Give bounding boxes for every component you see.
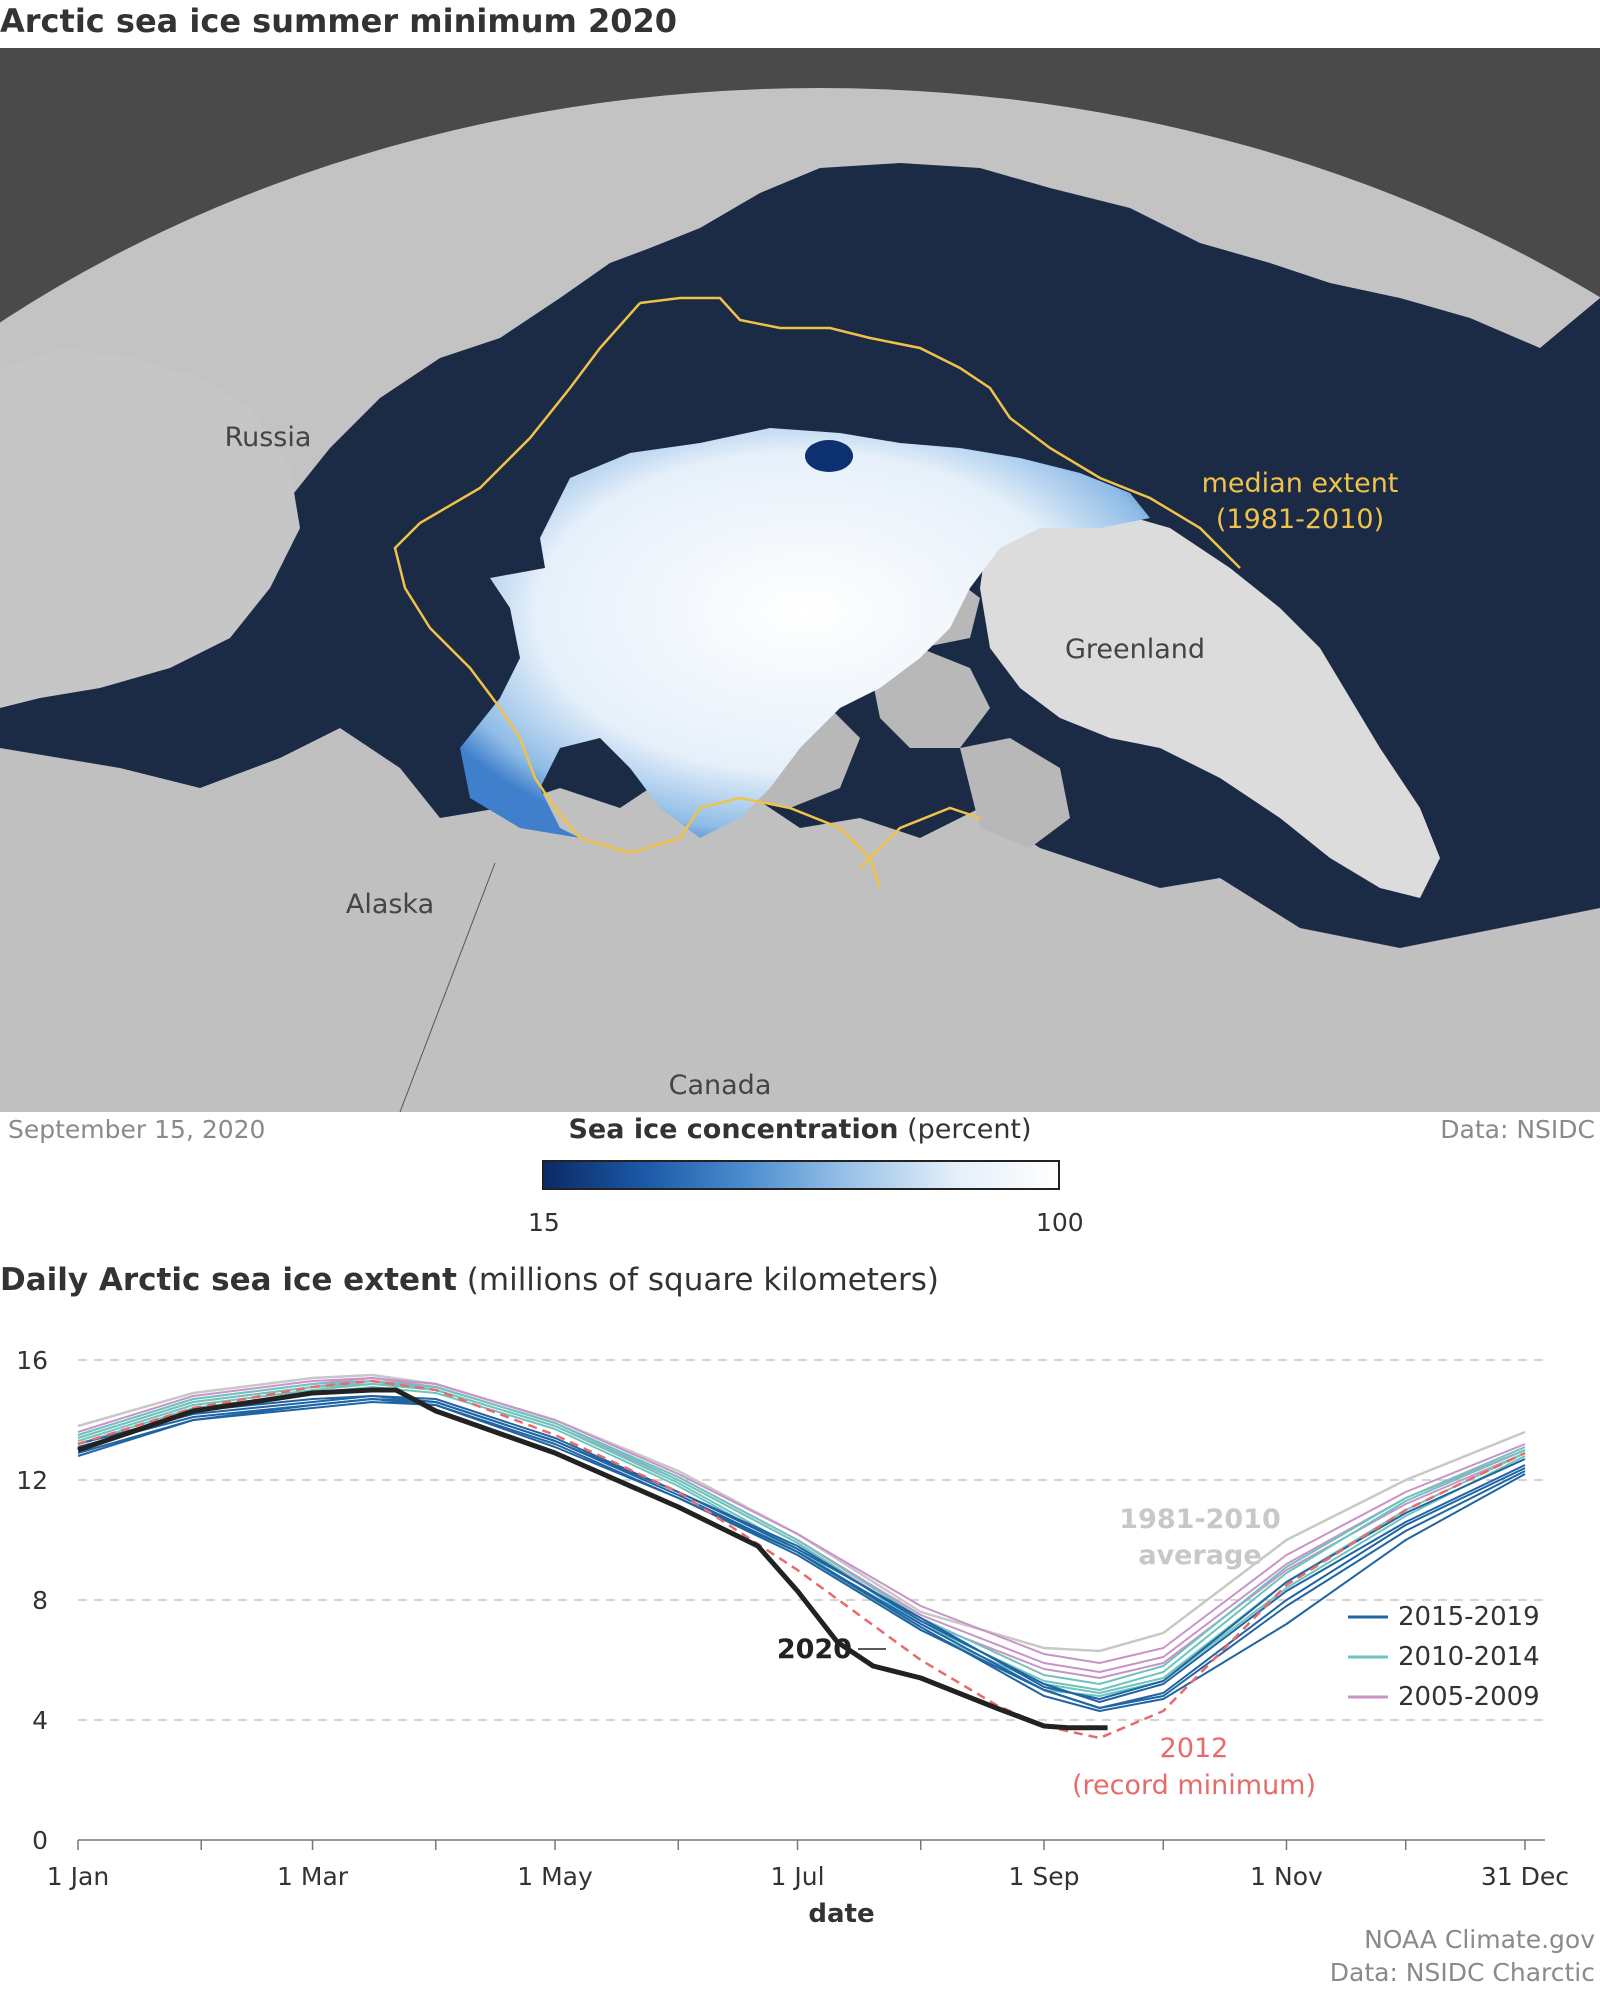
eurasia-land (0, 88, 1600, 678)
sea-ice-map: Russia Alaska Canada Greenland median ex… (0, 48, 1600, 1112)
median-extent-line (393, 296, 1241, 889)
legend-label: 2005-2009 (1398, 1682, 1540, 1712)
border-line (399, 862, 496, 1112)
canadian-archipelago (700, 568, 1070, 848)
y-tick-label: 4 (32, 1706, 48, 1735)
pole-hole (805, 440, 853, 472)
series-line-2015-2019 (77, 1395, 1526, 1700)
credit-data: Data: NSIDC Charctic (1329, 1958, 1595, 1987)
legend-label: 2015-2019 (1398, 1602, 1540, 1632)
series-line-2005-2009 (77, 1377, 1526, 1673)
series-line-2020 (77, 1387, 1108, 1731)
label-russia: Russia (225, 422, 312, 453)
north-america-land (0, 728, 1600, 1112)
y-tick-label: 16 (16, 1346, 48, 1375)
chart-title-unit: (millions of square kilometers) (456, 1262, 939, 1298)
map-source: Data: NSIDC (1440, 1115, 1595, 1144)
x-axis-label: date (808, 1899, 874, 1929)
series-line-2010-2014 (77, 1380, 1526, 1685)
map-title: Arctic sea ice summer minimum 2020 (0, 2, 678, 40)
colorbar-min: 15 (528, 1208, 560, 1237)
legend-label: 2010-2014 (1398, 1642, 1540, 1672)
x-tick-label: 1 May (517, 1862, 593, 1891)
x-tick-label: 1 Sep (1008, 1862, 1079, 1891)
credit-noaa: NOAA Climate.gov (1364, 1925, 1595, 1954)
label-greenland: Greenland (1065, 634, 1205, 665)
annotation-average-years: 1981-2010 (1119, 1504, 1281, 1535)
series-line-2015-2019 (77, 1398, 1526, 1709)
colorbar-title-bold: Sea ice concentration (568, 1114, 899, 1145)
y-tick-label: 0 (32, 1826, 48, 1855)
map-date: September 15, 2020 (8, 1115, 266, 1144)
greenland-land (980, 498, 1440, 898)
extent-chart: 0 4 8 12 16 1 Jan 1 Mar 1 May 1 Jul 1 Sep 1 Nov 31 … (16, 1346, 1569, 1929)
russia-far-east-land (0, 348, 300, 708)
colorbar (542, 1160, 1060, 1190)
x-tick-label: 1 Nov (1250, 1862, 1323, 1891)
sea-ice-extent (460, 428, 1150, 838)
colorbar-title: Sea ice concentration (percent) (0, 1114, 1600, 1145)
annotation-record-minimum: (record minimum) (1072, 1770, 1316, 1801)
x-tick-label: 1 Jul (771, 1862, 825, 1891)
label-canada: Canada (669, 1070, 772, 1101)
x-tick-label: 1 Jan (47, 1862, 109, 1891)
label-alaska: Alaska (346, 889, 434, 920)
label-median-extent: median extent (1202, 468, 1399, 499)
label-median-years: (1981-2010) (1216, 504, 1384, 535)
colorbar-title-unit: (percent) (898, 1114, 1032, 1145)
chart-title-bold: Daily Arctic sea ice extent (0, 1262, 457, 1298)
series-line-2005-2009 (77, 1377, 1526, 1664)
y-tick-label: 12 (16, 1466, 48, 1495)
series-line-2015-2019 (77, 1395, 1526, 1703)
annotation-average-label: average (1138, 1540, 1261, 1571)
chart-title: Daily Arctic sea ice extent (millions of… (0, 1262, 939, 1298)
colorbar-max: 100 (1036, 1208, 1084, 1237)
x-tick-label: 1 Mar (277, 1862, 349, 1891)
map-svg: Russia Alaska Canada Greenland median ex… (0, 48, 1600, 1112)
series-line-2015-2019 (77, 1401, 1526, 1709)
y-tick-label: 8 (32, 1586, 48, 1615)
annotation-2020: 2020 (777, 1634, 852, 1665)
annotation-2012: 2012 (1160, 1733, 1229, 1764)
series-line-2012 (77, 1379, 1526, 1740)
x-tick-label: 31 Dec (1481, 1862, 1569, 1891)
